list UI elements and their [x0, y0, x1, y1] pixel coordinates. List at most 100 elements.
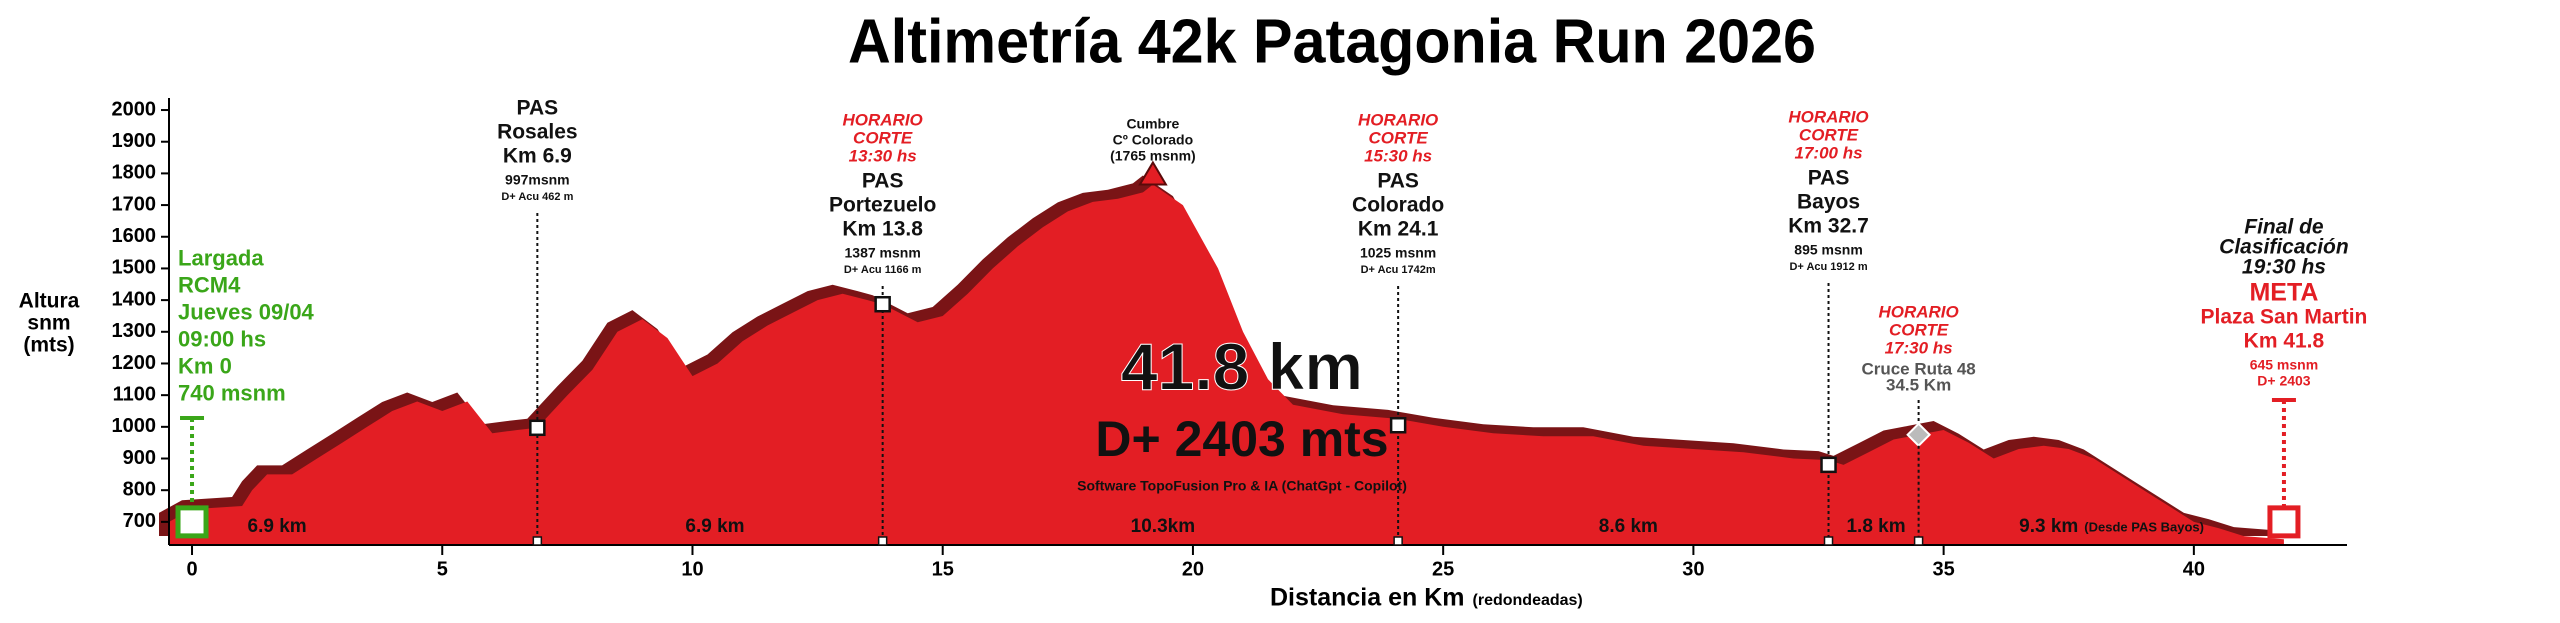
checkpoint-marker: [529, 419, 546, 437]
annotation-detail: D+ 2403: [2257, 373, 2311, 389]
annotation-name: Portezuelo: [829, 194, 936, 217]
segment-label: 10.3km: [1131, 516, 1195, 537]
annotation-name: Jueves 09/04: [178, 299, 315, 324]
checkpoint-marker: [1389, 417, 1407, 434]
annotation-cutoff: 13:30 hs: [849, 146, 917, 165]
x-axis-note: (redondeadas): [1473, 592, 1583, 609]
elevation-area: [169, 184, 2284, 545]
summit-marker: [1138, 160, 1168, 186]
annotation-detail: D+ Acu 1742m: [1361, 264, 1436, 276]
chart-title: Altimetría 42k Patagonia Run 2026: [848, 7, 1816, 76]
y-tick-label: 1800: [112, 162, 157, 184]
annotation-cutoff: CORTE: [1369, 128, 1429, 147]
y-tick-label: 900: [123, 447, 156, 469]
annotation-detail: Cº Colorado: [1113, 132, 1194, 148]
annotation-detail: Cruce Ruta 48: [1861, 359, 1975, 378]
y-axis-label: (mts): [23, 334, 74, 357]
y-tick-label: 1000: [112, 415, 157, 437]
checkpoint-foot: [1393, 536, 1403, 546]
annotation-cutoff: CORTE: [853, 128, 913, 147]
segment-label: 6.9 km: [685, 516, 744, 537]
annotation-name: Km 0: [178, 353, 232, 378]
x-tick-label: 10: [681, 558, 703, 580]
annotation-name: PAS: [1808, 167, 1850, 190]
x-axis-label: Distancia en Km: [1270, 584, 1465, 612]
distance-label: 41.8 km: [1121, 329, 1363, 403]
y-tick-label: 1300: [112, 320, 157, 342]
x-tick-label: 25: [1432, 558, 1454, 580]
annotation-cutoff: 17:30 hs: [1885, 338, 1953, 357]
annotation-cutoff: 15:30 hs: [1364, 146, 1432, 165]
y-tick-label: 1500: [112, 257, 157, 279]
segment-label: 8.6 km: [1599, 516, 1658, 537]
annotation-title: Final de: [2244, 216, 2324, 239]
annotation-name: PAS: [1377, 170, 1419, 193]
y-tick-label: 1600: [112, 225, 157, 247]
y-axis-label: Altura: [19, 290, 80, 313]
annotation-name: Plaza San Martin: [2200, 306, 2367, 329]
credit: Software TopoFusion Pro & IA (ChatGpt - …: [1077, 478, 1407, 494]
y-tick-label: 1900: [112, 130, 157, 152]
y-axis-label: snm: [27, 312, 70, 335]
checkpoint-marker: [874, 295, 891, 313]
x-tick-label: 5: [437, 558, 448, 580]
annotation-cutoff: HORARIO: [1358, 110, 1438, 129]
annotation-detail: D+ Acu 1912 m: [1789, 261, 1867, 273]
annotation-detail: Cumbre: [1126, 116, 1179, 132]
x-tick-label: 0: [186, 558, 197, 580]
annotation-detail: 645 msnm: [2250, 357, 2318, 373]
y-tick-label: 1100: [113, 383, 156, 405]
annotation-cutoff: CORTE: [1889, 320, 1949, 339]
annotation-detail: 895 msnm: [1794, 242, 1862, 258]
annotation-name: Km 41.8: [2244, 330, 2325, 353]
x-tick-label: 15: [932, 558, 954, 580]
annotation-name: Km 6.9: [503, 145, 572, 168]
annotation-name: Km 13.8: [842, 218, 923, 241]
annotation-cutoff: HORARIO: [1878, 302, 1958, 321]
annotation-name: PAS: [517, 97, 559, 120]
annotation-title: Clasificación: [2219, 236, 2349, 259]
y-tick-label: 800: [123, 478, 156, 500]
annotation-name: Rosales: [497, 121, 578, 144]
annotation-detail: D+ Acu 462 m: [501, 191, 573, 203]
x-tick-label: 35: [1933, 558, 1955, 580]
annotation-name: Km 32.7: [1788, 215, 1869, 238]
segment-label: 1.8 km: [1846, 516, 1905, 537]
checkpoint-foot: [1823, 536, 1834, 546]
gain-label: D+ 2403 mts: [1095, 411, 1388, 467]
annotation-name: RCM4: [178, 272, 241, 297]
annotation-name: Bayos: [1797, 191, 1860, 214]
annotation-name: Colorado: [1352, 194, 1444, 217]
annotation-name: 740 msnm: [178, 380, 286, 405]
annotation-name: META: [2249, 279, 2318, 307]
annotation-name: Largada: [178, 245, 264, 270]
annotation-name: PAS: [862, 170, 904, 193]
annotation-detail: (1765 msnm): [1110, 148, 1196, 164]
annotation-detail: 34.5 Km: [1886, 375, 1951, 394]
y-tick-label: 2000: [112, 98, 157, 120]
x-tick-label: 40: [2183, 558, 2205, 580]
annotation-name: Km 24.1: [1358, 218, 1439, 241]
checkpoint-foot: [532, 536, 543, 546]
segment-note: (Desde PAS Bayos): [2084, 519, 2204, 534]
y-tick-label: 1400: [112, 288, 157, 310]
annotation-name: 09:00 hs: [178, 326, 266, 351]
y-tick-label: 1200: [112, 352, 157, 374]
annotation-cutoff: HORARIO: [843, 110, 923, 129]
x-tick-label: 20: [1182, 558, 1204, 580]
annotation-detail: 1025 msnm: [1360, 245, 1436, 261]
start-marker: [175, 505, 209, 539]
segment-label: 9.3 km: [2019, 516, 2078, 537]
annotation-cutoff: CORTE: [1799, 125, 1859, 144]
segment-label: 6.9 km: [248, 516, 307, 537]
y-tick-label: 700: [123, 510, 156, 532]
checkpoint-marker: [1820, 456, 1837, 474]
annotation-title: 19:30 hs: [2242, 256, 2326, 279]
checkpoint-foot: [1913, 536, 1924, 546]
annotation-detail: 1387 msnm: [845, 245, 921, 261]
annotation-cutoff: HORARIO: [1788, 107, 1868, 126]
finish-marker: [2267, 505, 2301, 539]
annotation-cutoff: 17:00 hs: [1795, 143, 1863, 162]
